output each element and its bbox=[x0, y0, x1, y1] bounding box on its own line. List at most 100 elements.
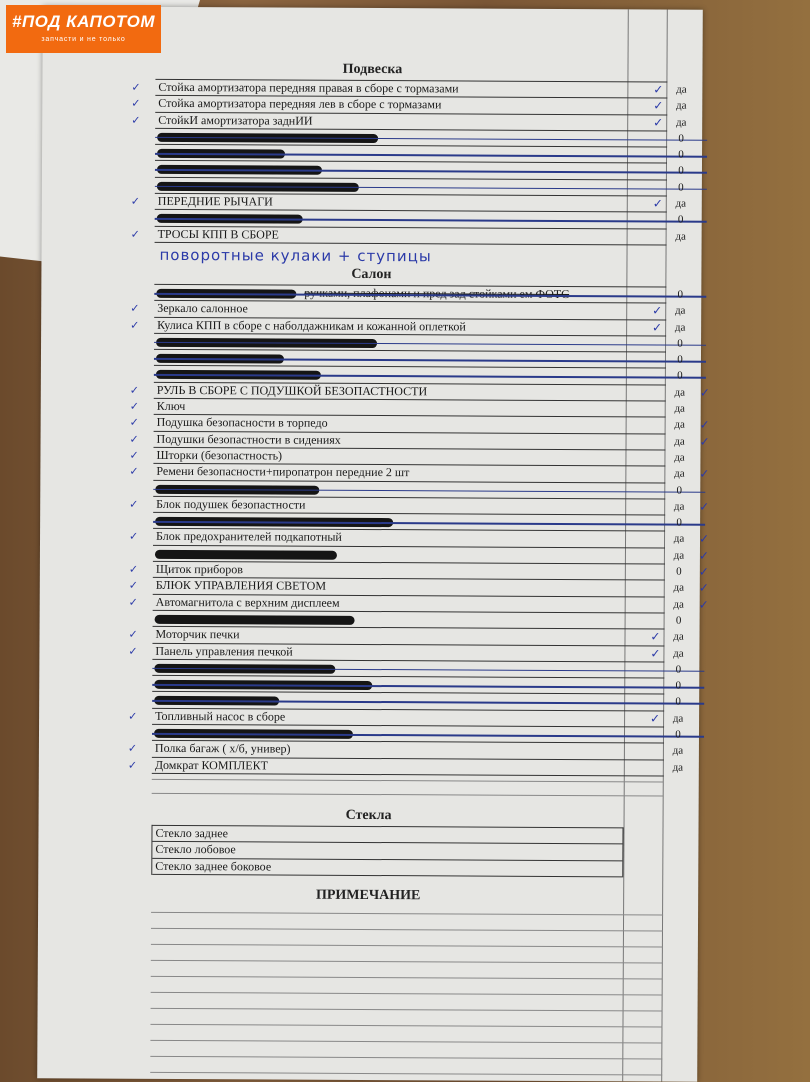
redaction-mark bbox=[154, 614, 355, 625]
checkmark-icon: ✓ bbox=[129, 448, 139, 462]
row-label: Подушки безопастности в сидениях bbox=[156, 431, 341, 447]
handwritten-note: поворотные кулаки + ступицы bbox=[159, 245, 432, 266]
row-value: да bbox=[674, 418, 685, 432]
checkmark-icon: ✓ bbox=[698, 597, 709, 612]
salon-table: ручками, плафонами и пред зад стойками е… bbox=[128, 283, 710, 777]
row-value: да bbox=[673, 533, 685, 546]
row-value: да bbox=[674, 386, 686, 399]
table-row: Домкрат КОМПЛЕКТ ✓ да bbox=[128, 757, 683, 777]
checkmark-icon: ✓ bbox=[128, 595, 138, 609]
row-value: 0 bbox=[677, 213, 684, 227]
row-value: да bbox=[672, 761, 684, 774]
checkmark-icon: ✓ bbox=[131, 80, 141, 94]
checkmark-icon: ✓ bbox=[699, 385, 710, 400]
row-label: Блок предохранителей подкапотный bbox=[156, 529, 342, 545]
row-label: РУЛЬ В СБОРЕ С ПОДУШКОЙ БЕЗОПАСТНОСТИ bbox=[156, 382, 428, 399]
checkmark-icon: ✓ bbox=[129, 383, 140, 397]
checkmark-icon: ✓ bbox=[127, 758, 138, 772]
row-label: Стекло заднее bbox=[155, 825, 229, 841]
redaction-mark bbox=[154, 549, 337, 560]
checkmark-icon: ✓ bbox=[698, 548, 709, 563]
checkmark-icon: ✓ bbox=[129, 399, 139, 413]
notes-line bbox=[150, 1055, 663, 1060]
row-value: да bbox=[675, 230, 686, 243]
row-value: да bbox=[675, 116, 687, 129]
row-value: да bbox=[675, 197, 687, 210]
checkmark-icon: ✓ bbox=[128, 709, 138, 723]
logo-main-text: #ПОД КАПОТОМ bbox=[12, 12, 155, 31]
row-value: 0 bbox=[677, 353, 683, 366]
row-value: 0 bbox=[678, 165, 684, 178]
section-title-glass: Стекла bbox=[345, 807, 392, 824]
notes-line bbox=[151, 911, 664, 916]
checkmark-icon: ✓ bbox=[128, 644, 138, 658]
table-row: ТРОСЫ КПП В СБОРЕ ✓ да bbox=[131, 226, 686, 246]
row-label: Подушка безопасности в торпедо bbox=[156, 415, 328, 431]
notes-line bbox=[150, 1023, 663, 1028]
row-label: Полка багаж ( х/б, универ) bbox=[154, 741, 291, 756]
glass-table: Стекло заднее Стекло лобовое Стекло заднее… bbox=[151, 824, 624, 878]
row-value: да bbox=[673, 549, 685, 562]
checkmark-icon: ✓ bbox=[130, 227, 140, 241]
section-title-salon: Салон bbox=[351, 266, 392, 283]
row-value: да bbox=[674, 402, 685, 415]
row-value: да bbox=[673, 647, 684, 660]
checkmark-icon: ✓ bbox=[699, 499, 710, 514]
row-label: Ремени безопасности+пиропатрон передние … bbox=[156, 464, 410, 480]
row-value: да bbox=[676, 83, 687, 96]
checkmark-icon: ✓ bbox=[128, 627, 138, 642]
row-value: 0 bbox=[675, 614, 682, 627]
checkmark-icon: ✓ bbox=[698, 581, 709, 596]
notes-line bbox=[150, 959, 663, 964]
row-value: 0 bbox=[675, 728, 681, 741]
empty-row-line bbox=[151, 792, 664, 797]
row-label: Зеркало салонное bbox=[157, 301, 248, 316]
row-label: Шторки (безопастность) bbox=[156, 447, 283, 463]
logo-sub-text: запчасти и не только bbox=[41, 36, 126, 43]
row-label: ТРОСЫ КПП В СБОРЕ bbox=[157, 226, 279, 242]
table-row: Стекло заднее боковое bbox=[152, 858, 623, 878]
section-title-notes: ПРИМЕЧАНИЕ bbox=[315, 887, 421, 904]
checkmark-icon: ✓ bbox=[130, 318, 140, 332]
row-label: Панель управления печкой bbox=[155, 643, 293, 659]
checkmark-icon: ✓ bbox=[128, 562, 139, 576]
checkmark-icon: ✓ bbox=[131, 113, 141, 127]
checkmark-icon: ✓ bbox=[129, 497, 139, 511]
checkmark-icon: ✓ bbox=[131, 97, 141, 111]
checkmark-icon: ✓ bbox=[652, 320, 663, 335]
row-label: Стойка амортизатора передняя лев в сборе… bbox=[158, 96, 442, 112]
notes-line bbox=[150, 1007, 663, 1012]
row-label: Стекло заднее боковое bbox=[155, 858, 272, 874]
suspension-table: Стойка амортизатора передняя правая в сб… bbox=[131, 78, 708, 246]
row-value: да bbox=[673, 581, 685, 594]
row-value: да bbox=[673, 598, 684, 611]
checkmark-icon: ✓ bbox=[650, 629, 661, 644]
row-label: Блок подушек безопастности bbox=[156, 496, 306, 512]
checkmark-icon: ✓ bbox=[652, 196, 663, 211]
checkmark-icon: ✓ bbox=[129, 465, 139, 479]
checklist-sheet: Подвеска Стойка амортизатора передняя пр… bbox=[37, 6, 710, 1082]
row-value: да bbox=[674, 321, 686, 334]
notes-line bbox=[150, 927, 663, 932]
row-value: да bbox=[674, 451, 685, 464]
checkmark-icon: ✓ bbox=[130, 194, 141, 208]
row-label: Кулиса КПП в сборе с наболдажникам и кож… bbox=[157, 317, 466, 334]
row-value: 0 bbox=[678, 148, 684, 161]
checkmark-icon: ✓ bbox=[699, 418, 710, 433]
checkmark-icon: ✓ bbox=[652, 303, 663, 318]
row-label: Стекло лобовое bbox=[155, 842, 236, 857]
row-label: Ключ bbox=[156, 398, 186, 414]
row-value: 0 bbox=[675, 696, 681, 709]
row-value: 0 bbox=[678, 181, 684, 194]
checkmark-icon: ✓ bbox=[698, 564, 709, 579]
checkmark-icon: ✓ bbox=[699, 466, 710, 482]
row-value: 0 bbox=[677, 370, 683, 383]
checkmark-icon: ✓ bbox=[650, 646, 661, 661]
row-label: Моторчик печки bbox=[155, 627, 240, 642]
checkmark-icon: ✓ bbox=[129, 530, 139, 544]
row-label: Топливный насос в сборе bbox=[155, 708, 286, 724]
row-value: 0 bbox=[675, 679, 682, 692]
checkmark-icon: ✓ bbox=[699, 434, 710, 449]
checkmark-icon: ✓ bbox=[129, 432, 139, 446]
row-value: да bbox=[674, 467, 685, 480]
